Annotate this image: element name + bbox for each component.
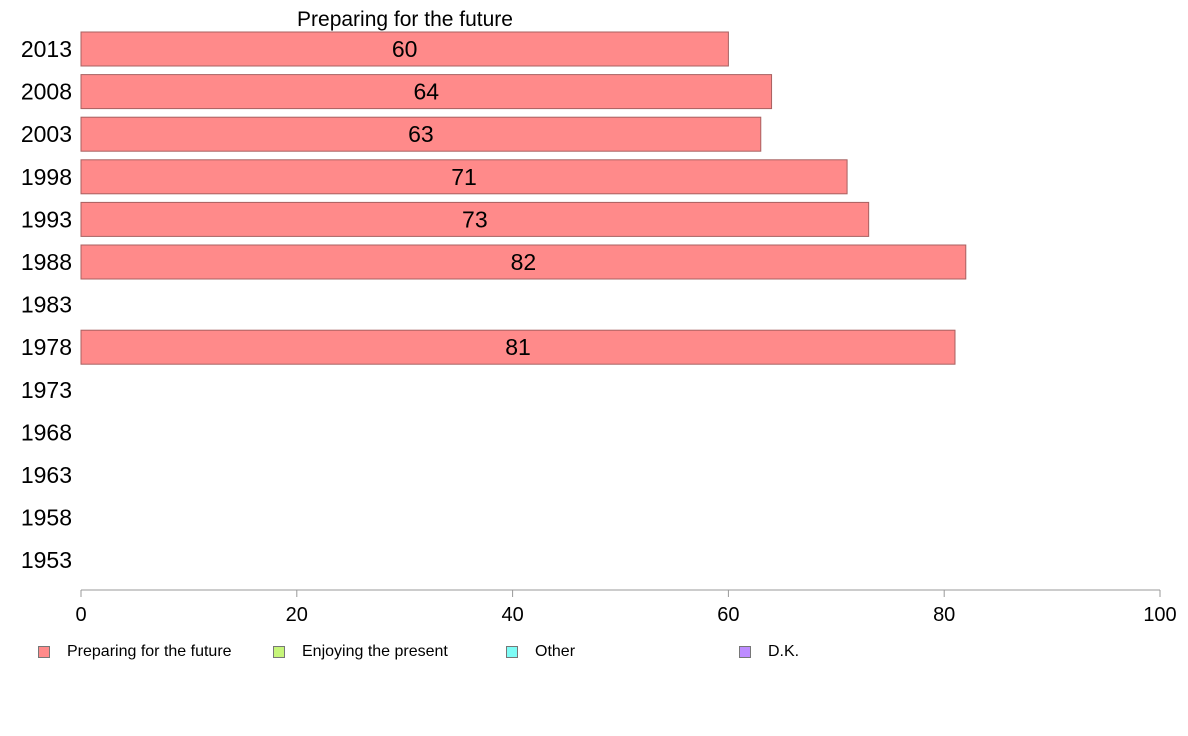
chart-title: Preparing for the future [297,8,513,31]
bars-layer [80,31,967,365]
x-tick-label-80: 80 [933,604,955,626]
y-label-1968: 1968 [21,419,72,445]
bar-preparing-for-the-future-1998 [80,159,848,195]
legend-swatch-enjoying [273,646,285,658]
y-label-1983: 1983 [21,292,72,318]
x-axis: 0 20 40 60 80 100 [75,589,1177,626]
x-tick-label-100: 100 [1143,604,1176,626]
y-label-1953: 1953 [21,547,72,573]
legend-item-preparing: Preparing for the future [38,643,232,661]
x-tick-label-20: 20 [286,604,308,626]
data-label-1998: 71 [451,164,477,190]
legend-swatch-dk [739,646,751,658]
legend-item-enjoying: Enjoying the present [273,643,448,661]
y-label-1958: 1958 [21,505,72,531]
legend-label-enjoying: Enjoying the present [302,643,448,660]
y-label-1978: 1978 [21,334,72,360]
y-label-2003: 2003 [21,121,72,147]
x-tick-label-60: 60 [717,604,739,626]
legend-label-other: Other [535,643,576,660]
legend-item-dk: D.K. [739,643,799,661]
legend-label-preparing: Preparing for the future [67,643,232,660]
bar-preparing-for-the-future-1993 [80,201,870,237]
y-label-1993: 1993 [21,206,72,232]
y-label-1963: 1963 [21,462,72,488]
bar-preparing-for-the-future-1988 [80,244,967,280]
y-label-2008: 2008 [21,79,72,105]
data-labels-layer: 60 64 63 71 73 82 81 [392,36,536,360]
legend-item-other: Other [506,643,575,661]
legend: Preparing for the future Enjoying the pr… [38,643,938,665]
y-axis-labels: 2013 2008 2003 1998 1993 1988 1983 1978 1973 1968… [21,36,72,573]
x-tick-label-0: 0 [75,604,86,626]
legend-swatch-other [506,646,518,658]
data-label-1993: 73 [462,206,488,232]
legend-label-dk: D.K. [768,643,800,660]
legend-swatch-preparing [38,646,50,658]
y-label-2013: 2013 [21,36,72,62]
y-label-1973: 1973 [21,377,72,403]
x-tick-label-40: 40 [501,604,523,626]
y-label-1988: 1988 [21,249,72,275]
data-label-2008: 64 [413,79,439,105]
data-label-1978: 81 [505,334,531,360]
data-label-2003: 63 [408,121,434,147]
data-label-2013: 60 [392,36,418,62]
data-label-1988: 82 [511,249,537,275]
bar-preparing-for-the-future-1978 [80,329,956,365]
bar-preparing-for-the-future-2008 [80,74,773,110]
bar-preparing-for-the-future-2003 [80,116,762,152]
y-label-1998: 1998 [21,164,72,190]
bar-preparing-for-the-future-2013 [80,31,729,67]
